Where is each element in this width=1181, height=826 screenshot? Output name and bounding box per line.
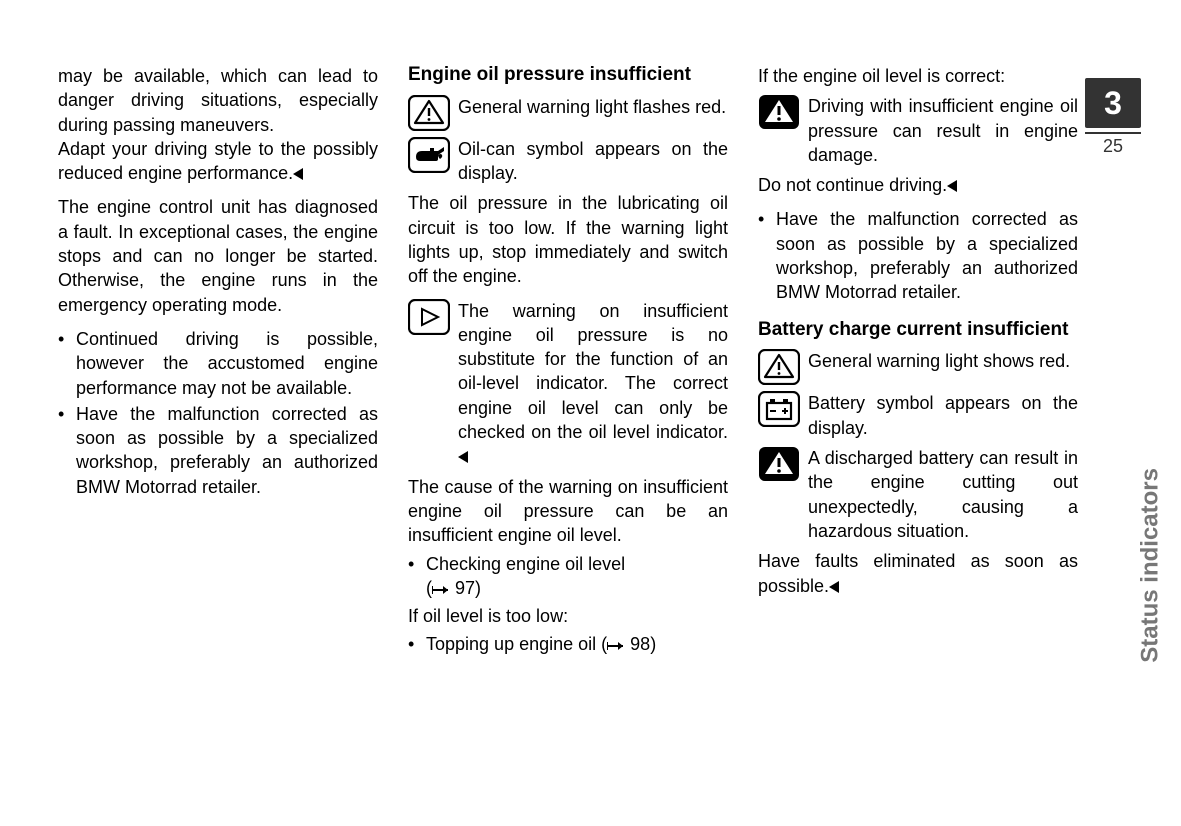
warning-triangle-outline-icon (408, 95, 450, 131)
bullet-list: Continued driving is possible, however t… (58, 327, 378, 499)
icon-row-battery: Battery symbol appears on the display. (758, 391, 1078, 440)
heading-battery: Battery charge current insufficient (758, 319, 1078, 342)
end-marker-icon (947, 180, 959, 192)
page-ref-arrow-icon (607, 640, 625, 652)
icon-text: The warning on insufficient engine oil p… (458, 299, 728, 469)
end-marker-icon (458, 451, 470, 463)
warning-triangle-outline-icon (758, 349, 800, 385)
para: The engine control unit has diagnosed a … (58, 197, 378, 314)
para: If oil level is too low: (408, 606, 568, 626)
bullet-label: Checking engine oil level (426, 554, 625, 574)
caution-text: Driving with insufficient engine oil pre… (808, 96, 1078, 165)
section-title-vertical: Status indicators (1137, 468, 1165, 663)
chapter-number: 3 (1085, 78, 1141, 128)
column-3: If the engine oil level is correct: Driv… (758, 64, 1078, 667)
column-2: Engine oil pressure insufficient General… (408, 64, 728, 667)
oil-can-icon (408, 137, 450, 173)
para: Do not continue driving. (758, 175, 947, 195)
page-number: 25 (1085, 136, 1141, 157)
bullet-label: Topping up engine oil (426, 634, 596, 654)
battery-icon (758, 391, 800, 427)
para: Have faults eliminated as soon as possib… (758, 551, 1078, 595)
divider (1085, 132, 1141, 134)
end-marker-icon (829, 581, 841, 593)
heading-oil-pressure: Engine oil pressure insufficient (408, 64, 728, 87)
para: The cause of the warning on insufficient… (408, 477, 728, 546)
page-ref: 98 (630, 634, 650, 654)
para: may be available, which can lead to dang… (58, 66, 378, 135)
bullet-list: Have the malfunction corrected as soon a… (758, 207, 1078, 304)
icon-text: Oil-can symbol appears on the display. (458, 137, 728, 186)
para: If the engine oil level is correct: (758, 66, 1005, 86)
page-ref: 97 (455, 578, 475, 598)
list-item: Have the malfunction corrected as soon a… (758, 207, 1078, 304)
icon-row-caution: A discharged battery can result in the e… (758, 446, 1078, 543)
bullet-list: Topping up engine oil ( 98) (408, 632, 728, 656)
page-ref-arrow-icon (432, 584, 450, 596)
side-tab: 3 25 (1085, 78, 1141, 157)
para: Adapt your driving style to the possibly… (58, 139, 378, 183)
icon-row-note: The warning on insufficient engine oil p… (408, 299, 728, 469)
warning-triangle-solid-icon (758, 446, 800, 482)
text-columns: may be available, which can lead to dang… (0, 0, 1181, 667)
icon-text: Driving with insufficient engine oil pre… (808, 94, 1078, 167)
note-text: The warning on insufficient engine oil p… (458, 301, 728, 442)
icon-row-warning: General warning light flashes red. (408, 95, 728, 131)
list-item: Have the malfunction corrected as soon a… (58, 402, 378, 499)
end-marker-icon (293, 168, 305, 180)
caution-text: A discharged battery can result in the e… (808, 448, 1078, 541)
icon-text: A discharged battery can result in the e… (808, 446, 1078, 543)
list-item: Continued driving is possible, however t… (58, 327, 378, 400)
para: The oil pressure in the lubricating oil … (408, 193, 728, 286)
list-item: Topping up engine oil ( 98) (408, 632, 728, 656)
list-item: Checking engine oil level ( 97) (408, 552, 728, 601)
icon-text: Battery symbol appears on the display. (808, 391, 1078, 440)
icon-text: General warning light shows red. (808, 349, 1078, 373)
manual-page: may be available, which can lead to dang… (0, 0, 1181, 826)
note-triangle-icon (408, 299, 450, 335)
icon-text: General warning light flashes red. (458, 95, 728, 119)
icon-row-caution: Driving with insufficient engine oil pre… (758, 94, 1078, 167)
warning-triangle-solid-icon (758, 94, 800, 130)
icon-row-warning: General warning light shows red. (758, 349, 1078, 385)
icon-row-oil: Oil-can symbol appears on the display. (408, 137, 728, 186)
column-1: may be available, which can lead to dang… (58, 64, 378, 667)
bullet-list: Checking engine oil level ( 97) (408, 552, 728, 601)
